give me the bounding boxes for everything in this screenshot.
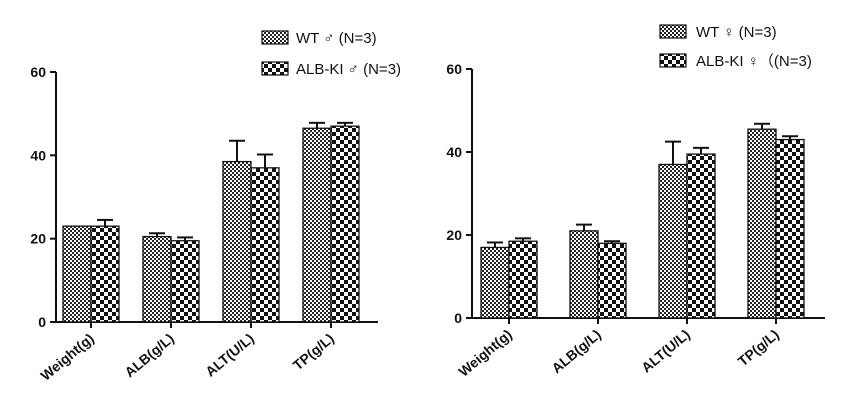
x-tick-label-female: ALB(g/L) <box>548 326 604 376</box>
y-tick-label-female: 20 <box>446 227 462 243</box>
y-tick-label-female: 40 <box>446 144 462 160</box>
x-tick-label-male: TP(g/L) <box>290 330 337 373</box>
legend-item-wt-male: WT ♂ (N=3) <box>261 30 377 47</box>
bar-female-wt <box>747 128 777 319</box>
legend-item-albki-male: ALB-KI ♂ (N=3) <box>261 61 401 78</box>
bar-female-wt <box>569 230 599 319</box>
bar-male-albki <box>90 225 120 323</box>
bar-male-wt <box>62 225 92 323</box>
bar-female-wt <box>480 246 510 319</box>
bar-female-albki <box>597 242 627 319</box>
bar-male-albki <box>170 240 200 323</box>
y-tick-label-male: 60 <box>30 64 46 80</box>
legend-female: WT ♀ (N=3) ALB-KI ♀（(N=3) <box>659 24 812 70</box>
legend-label-wt-male: WT ♂ (N=3) <box>296 30 377 47</box>
legend-label-albki-male: ALB-KI ♂ (N=3) <box>296 61 401 78</box>
x-tick-label-female: TP(g/L) <box>735 326 782 369</box>
y-tick-label-male: 0 <box>38 314 46 330</box>
plot-area-male: 0 20 40 60 Weight(g) ALB(g/L) ALT(U/L) TP(g/L) <box>30 64 378 384</box>
x-tick-label-male: ALT(U/L) <box>202 330 257 380</box>
legend-label-wt-female: WT ♀ (N=3) <box>696 24 777 41</box>
x-tick-label-male: ALB(g/L) <box>121 330 177 380</box>
bar-male-albki <box>250 167 280 323</box>
bar-male-wt <box>222 160 252 323</box>
bar-male-wt <box>302 127 332 323</box>
bar-female-albki <box>775 138 805 319</box>
y-tick-label-male: 20 <box>30 231 46 247</box>
bar-female-albki <box>686 153 716 319</box>
legend-swatch-albki-male <box>261 61 289 76</box>
x-tick-label-female: Weight(g) <box>455 326 515 380</box>
legend-swatch-albki-female <box>659 53 687 68</box>
y-tick-label-female: 60 <box>446 61 462 77</box>
bar-female-albki <box>508 240 538 319</box>
bar-female-wt <box>658 163 688 319</box>
plot-area-female: 0 20 40 60 Weight(g) ALB(g/L) ALT(U/L) TP(g/L) <box>446 61 825 380</box>
legend-item-albki-female: ALB-KI ♀（(N=3) <box>659 53 812 70</box>
y-tick-label-male: 40 <box>30 147 46 163</box>
bar-male-albki <box>330 125 360 323</box>
x-tick-label-female: ALT(U/L) <box>638 326 693 376</box>
bar-male-wt <box>142 235 172 323</box>
x-tick-label-male: Weight(g) <box>37 330 97 384</box>
legend-swatch-wt-female <box>659 24 687 39</box>
legend-swatch-wt-male <box>261 30 289 45</box>
legend-label-albki-female: ALB-KI ♀（(N=3) <box>696 53 812 70</box>
y-tick-label-female: 0 <box>454 310 462 326</box>
legend-item-wt-female: WT ♀ (N=3) <box>659 24 777 41</box>
legend-male: WT ♂ (N=3) ALB-KI ♂ (N=3) <box>261 30 401 78</box>
